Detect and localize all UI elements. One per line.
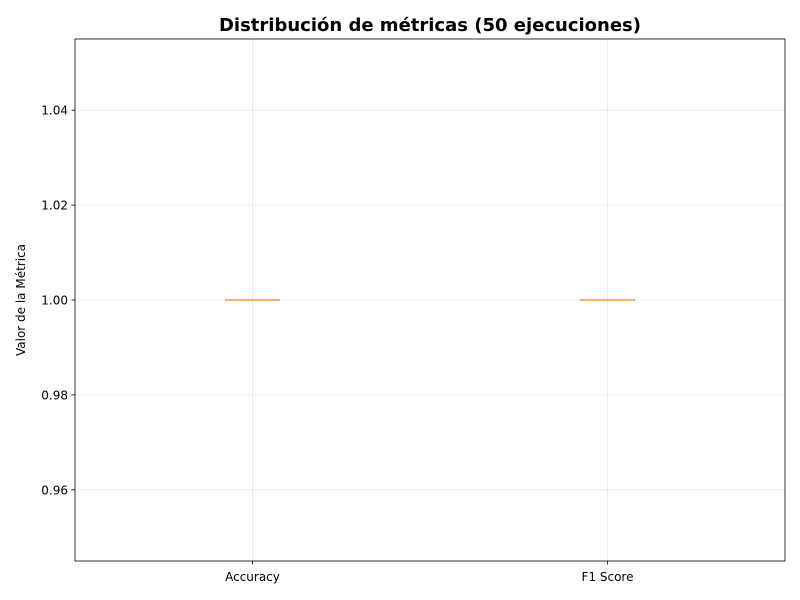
y-tick-label: 1.00	[41, 294, 68, 308]
y-tick-label: 0.98	[41, 388, 68, 402]
x-tick-label: Accuracy	[225, 570, 280, 584]
y-tick-label: 0.96	[41, 483, 68, 497]
x-tick-label: F1 Score	[582, 570, 634, 584]
y-axis: 0.96 0.98 1.00 1.02 1.04	[41, 104, 75, 497]
y-tick-label: 1.04	[41, 104, 68, 118]
x-axis: Accuracy F1 Score	[225, 561, 633, 584]
grid	[75, 39, 785, 561]
chart-title: Distribución de métricas (50 ejecuciones…	[219, 15, 641, 36]
y-axis-label: Valor de la Métrica	[14, 244, 28, 356]
y-tick-label: 1.02	[41, 199, 68, 213]
